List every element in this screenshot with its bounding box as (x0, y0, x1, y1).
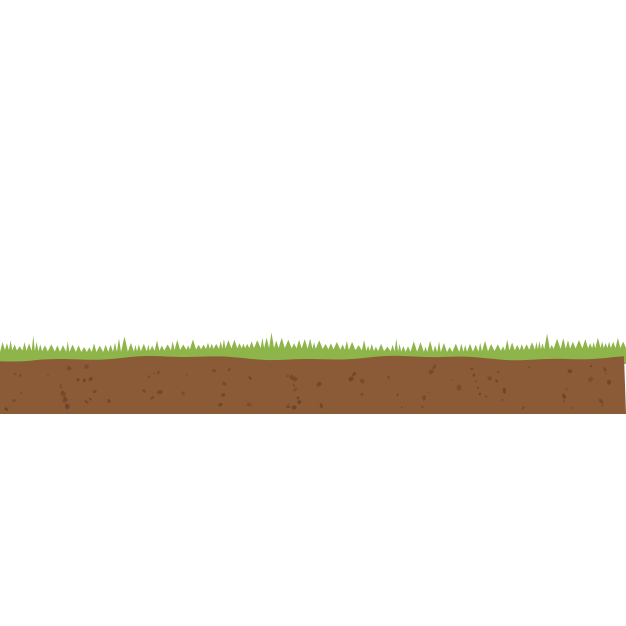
pebble (400, 406, 403, 409)
pebble (286, 375, 289, 378)
pebble (474, 380, 478, 383)
pebble (293, 387, 298, 392)
pebble (432, 364, 437, 370)
pebble (476, 386, 479, 389)
pebble (297, 400, 302, 404)
pebble (20, 391, 23, 394)
pebble (211, 369, 217, 372)
grass-strip (0, 332, 626, 364)
pebble (421, 405, 424, 408)
pebble (571, 407, 574, 410)
pebble (296, 396, 300, 400)
pebble (218, 402, 223, 407)
pebble (222, 381, 227, 386)
pebble (589, 365, 593, 368)
pebble (502, 387, 507, 394)
pebble (497, 370, 500, 373)
pebble (427, 391, 430, 393)
pebble (601, 404, 604, 407)
pebble (606, 379, 612, 385)
pebble (472, 373, 476, 377)
pebble (107, 399, 111, 403)
pebble (287, 403, 290, 406)
pebble (348, 376, 354, 382)
pebble (484, 395, 488, 398)
pebble (501, 398, 504, 401)
pebble (84, 364, 89, 369)
pebble (567, 369, 573, 374)
pebble (62, 398, 68, 403)
pebble (495, 379, 498, 383)
pebble (605, 373, 608, 375)
pebble (88, 377, 93, 382)
pebble (156, 370, 160, 375)
pebble (19, 374, 22, 377)
pebble (248, 376, 252, 380)
pebble (150, 396, 155, 400)
pebble (428, 369, 434, 375)
pebble (246, 402, 252, 407)
pebble (451, 379, 453, 381)
pebble (387, 375, 390, 379)
pebble (561, 393, 566, 400)
pebble (352, 371, 357, 377)
pebble (84, 400, 89, 404)
pebble (291, 405, 297, 410)
pebble (292, 383, 296, 387)
pebble (153, 372, 155, 375)
pebble (470, 367, 474, 370)
pebble (588, 376, 593, 382)
pebble (76, 378, 80, 382)
pebble (64, 403, 70, 410)
pebble (59, 384, 62, 388)
pebble (92, 390, 97, 394)
pebble (360, 378, 365, 384)
soil-pebbles (4, 364, 612, 411)
pebble (316, 381, 322, 387)
pebble (89, 397, 92, 401)
pebble (46, 374, 50, 377)
pebble (478, 392, 482, 396)
pebble (156, 390, 163, 395)
pebble (603, 367, 607, 373)
pebble (522, 406, 525, 410)
pebble (598, 398, 604, 404)
pebble (528, 366, 530, 369)
pebble (228, 368, 231, 372)
pebble (66, 367, 72, 371)
pebble (487, 376, 492, 381)
pebble (181, 391, 185, 396)
pebble (60, 386, 62, 389)
pebble (285, 405, 291, 409)
pebble (565, 388, 568, 391)
pebble (186, 374, 188, 376)
soil-strip (0, 355, 626, 414)
pebble (82, 378, 86, 383)
pebble (563, 400, 566, 402)
pebble (319, 402, 323, 409)
pebble (13, 372, 17, 376)
pebble (291, 376, 298, 382)
pebble (12, 399, 16, 403)
pebble (221, 393, 226, 397)
pebble (422, 395, 426, 401)
pebble (396, 393, 399, 396)
pebble (60, 391, 66, 397)
pebble (142, 389, 146, 393)
pebble (360, 392, 364, 396)
pebble (4, 407, 9, 411)
pebble (456, 384, 462, 391)
pebble (147, 375, 151, 379)
